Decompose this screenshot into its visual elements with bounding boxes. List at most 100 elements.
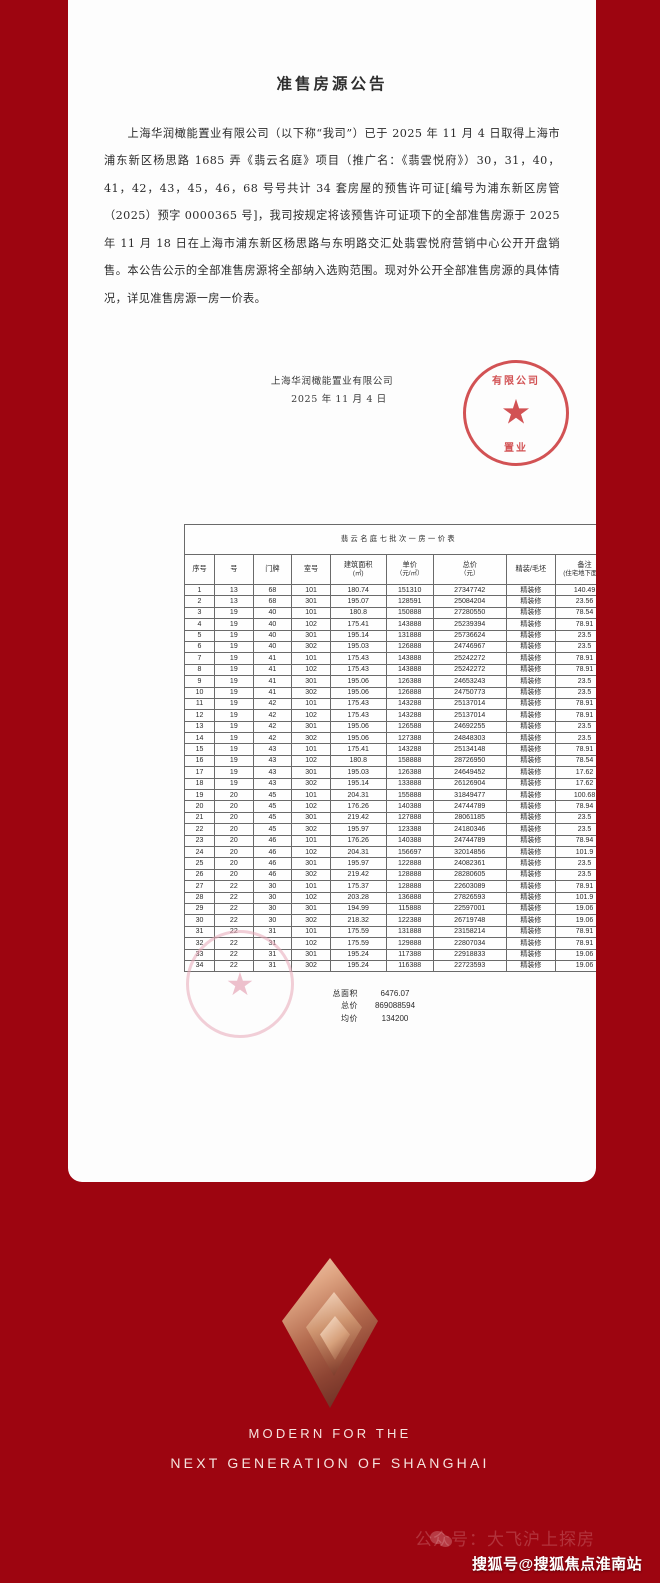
table-cell-3: 30 xyxy=(252,880,293,893)
table-cell-9: 23.56 xyxy=(555,595,596,608)
table-cell-7: 24653243 xyxy=(432,675,507,688)
table-cell-2: 20 xyxy=(214,811,254,825)
table-cell-2: 22 xyxy=(214,959,254,973)
table-cell-5: 195.07 xyxy=(329,595,387,608)
table-cell-1: 12 xyxy=(183,709,216,722)
table-cell-4: 301 xyxy=(291,948,331,961)
table-cell-5: 195.24 xyxy=(329,948,387,961)
table-cell-4: 102 xyxy=(291,618,331,631)
table-cell-8: 精装修 xyxy=(505,754,557,768)
table-cell-8: 精装修 xyxy=(505,800,557,813)
table-cell-7: 22603089 xyxy=(432,880,507,893)
table-row: 7 19 41 101 175.43 143888 25242272 精装修 78.91 xyxy=(183,652,596,665)
table-row: 21 20 45 301 219.42 127888 28061185 精装修 23.5 xyxy=(183,811,596,825)
table-cell-7: 28061185 xyxy=(432,811,507,825)
table-cell-5: 195.14 xyxy=(329,629,387,642)
table-cell-6: 136888 xyxy=(385,891,434,904)
table-cell-8: 精装修 xyxy=(505,675,557,688)
table-cell-4: 102 xyxy=(291,663,331,677)
table-cell-4: 101 xyxy=(291,880,331,893)
table-cell-5: 180.8 xyxy=(329,606,387,620)
table-caption-row: 翡云名庭七批次一房一价表 xyxy=(184,524,596,555)
table-cell-8: 精装修 xyxy=(505,868,557,882)
table-cell-1: 30 xyxy=(183,914,216,927)
page-title: 准售房源公告 xyxy=(276,74,388,93)
table-cell-2: 19 xyxy=(214,675,254,688)
table-cell-2: 19 xyxy=(214,629,254,642)
table-cell-3: 31 xyxy=(252,959,293,973)
table-row: 29 22 30 301 194.99 115888 22597001 精装修 19.06 xyxy=(183,902,596,916)
table-row: 18 19 43 302 195.14 133888 26126904 精装修 17.62 xyxy=(183,777,596,791)
table-cell-2: 19 xyxy=(214,663,254,677)
table-cell-4: 102 xyxy=(291,754,331,768)
announcement-card: 准售房源公告 上海华润橄能置业有限公司（以下称“我司”）已于 2025 年 11… xyxy=(68,0,596,1182)
table-cell-5: 195.97 xyxy=(329,857,387,870)
diamond-gem-logo-icon xyxy=(275,1258,385,1408)
table-cell-6: 143888 xyxy=(385,618,434,631)
brand-tagline-line-2: NEXT GENERATION OF SHANGHAI xyxy=(170,1455,490,1471)
table-cell-3: 42 xyxy=(252,732,293,745)
table-row: 28 22 30 102 203.28 136888 27826593 精装修 101.9 xyxy=(183,891,596,904)
table-cell-6: 126388 xyxy=(385,675,434,688)
table-row: 22 20 45 302 195.97 123388 24180346 精装修 23.5 xyxy=(183,823,596,836)
table-cell-7: 26719748 xyxy=(432,914,507,927)
table-cell-9: 23.5 xyxy=(555,811,596,825)
table-cell-6: 143288 xyxy=(385,697,434,711)
table-cell-4: 301 xyxy=(291,902,331,916)
table-row: 15 19 43 101 175.41 143288 25134148 精装修 78.91 xyxy=(183,743,596,756)
table-cell-8: 精装修 xyxy=(505,732,557,745)
table-cell-8: 精装修 xyxy=(505,595,557,608)
table-cell-4: 302 xyxy=(291,732,331,745)
table-cell-4: 302 xyxy=(291,914,331,927)
table-cell-4: 302 xyxy=(291,640,331,654)
table-cell-3: 46 xyxy=(252,857,293,870)
table-cell-7: 24082361 xyxy=(432,857,507,870)
table-cell-2: 13 xyxy=(214,583,254,597)
table-cell-6: 123388 xyxy=(385,823,434,836)
table-cell-9: 78.54 xyxy=(555,754,596,768)
table-cell-9: 19.06 xyxy=(555,902,596,916)
column-header-label: 门牌 xyxy=(265,564,280,574)
table-cell-8: 精装修 xyxy=(505,823,557,836)
table-cell-7: 24746967 xyxy=(432,640,507,654)
column-header-unit: （元/㎡） xyxy=(396,570,424,578)
table-cell-6: 143288 xyxy=(385,709,434,722)
table-row: 13 19 42 301 195.06 126588 24692255 精装修 23.5 xyxy=(183,720,596,734)
table-cell-7: 25137014 xyxy=(432,709,507,722)
table-cell-2: 19 xyxy=(214,640,254,654)
table-cell-5: 195.14 xyxy=(329,777,387,791)
table-row: 33 22 31 301 195.24 117388 22918833 精装修 19.06 xyxy=(183,948,596,961)
table-cell-1: 7 xyxy=(183,652,216,665)
table-cell-3: 42 xyxy=(252,709,293,722)
table-cell-3: 43 xyxy=(252,777,293,791)
table-cell-8: 精装修 xyxy=(505,902,557,916)
table-cell-9: 78.91 xyxy=(555,652,596,665)
price-table-container: 翡云名庭七批次一房一价表 序号号门牌 室号 建筑面积 (㎡) 单价 （元/㎡） 总价 （元）精… xyxy=(183,524,596,973)
table-cell-1: 5 xyxy=(183,629,216,642)
signature-company-name: 上海华润橄能置业有限公司 xyxy=(270,376,394,387)
table-cell-3: 45 xyxy=(252,823,293,836)
table-cell-1: 3 xyxy=(183,606,216,620)
summary-row: 总面积 6476.07 xyxy=(318,988,432,1000)
table-cell-8: 精装修 xyxy=(505,629,557,642)
column-header-3: 门牌 xyxy=(252,554,293,585)
table-cell-6: 155888 xyxy=(385,789,434,802)
table-cell-4: 301 xyxy=(291,675,331,688)
table-row: 19 20 45 101 204.31 155888 31849477 精装修 100.68 xyxy=(183,789,596,802)
table-cell-8: 精装修 xyxy=(505,880,557,893)
table-cell-3: 30 xyxy=(252,914,293,927)
table-cell-8: 精装修 xyxy=(505,845,557,859)
table-cell-4: 301 xyxy=(291,857,331,870)
table-cell-4: 101 xyxy=(291,834,331,848)
table-cell-3: 42 xyxy=(252,720,293,734)
table-cell-1: 31 xyxy=(183,925,216,939)
table-cell-4: 302 xyxy=(291,823,331,836)
table-cell-9: 23.5 xyxy=(555,857,596,870)
table-cell-7: 25239394 xyxy=(432,618,507,631)
table-cell-8: 精装修 xyxy=(505,618,557,631)
table-cell-3: 31 xyxy=(252,925,293,939)
table-cell-1: 21 xyxy=(183,811,216,825)
table-cell-4: 302 xyxy=(291,777,331,791)
table-cell-7: 28726950 xyxy=(432,754,507,768)
column-header-label: 建筑面积 xyxy=(343,560,373,570)
